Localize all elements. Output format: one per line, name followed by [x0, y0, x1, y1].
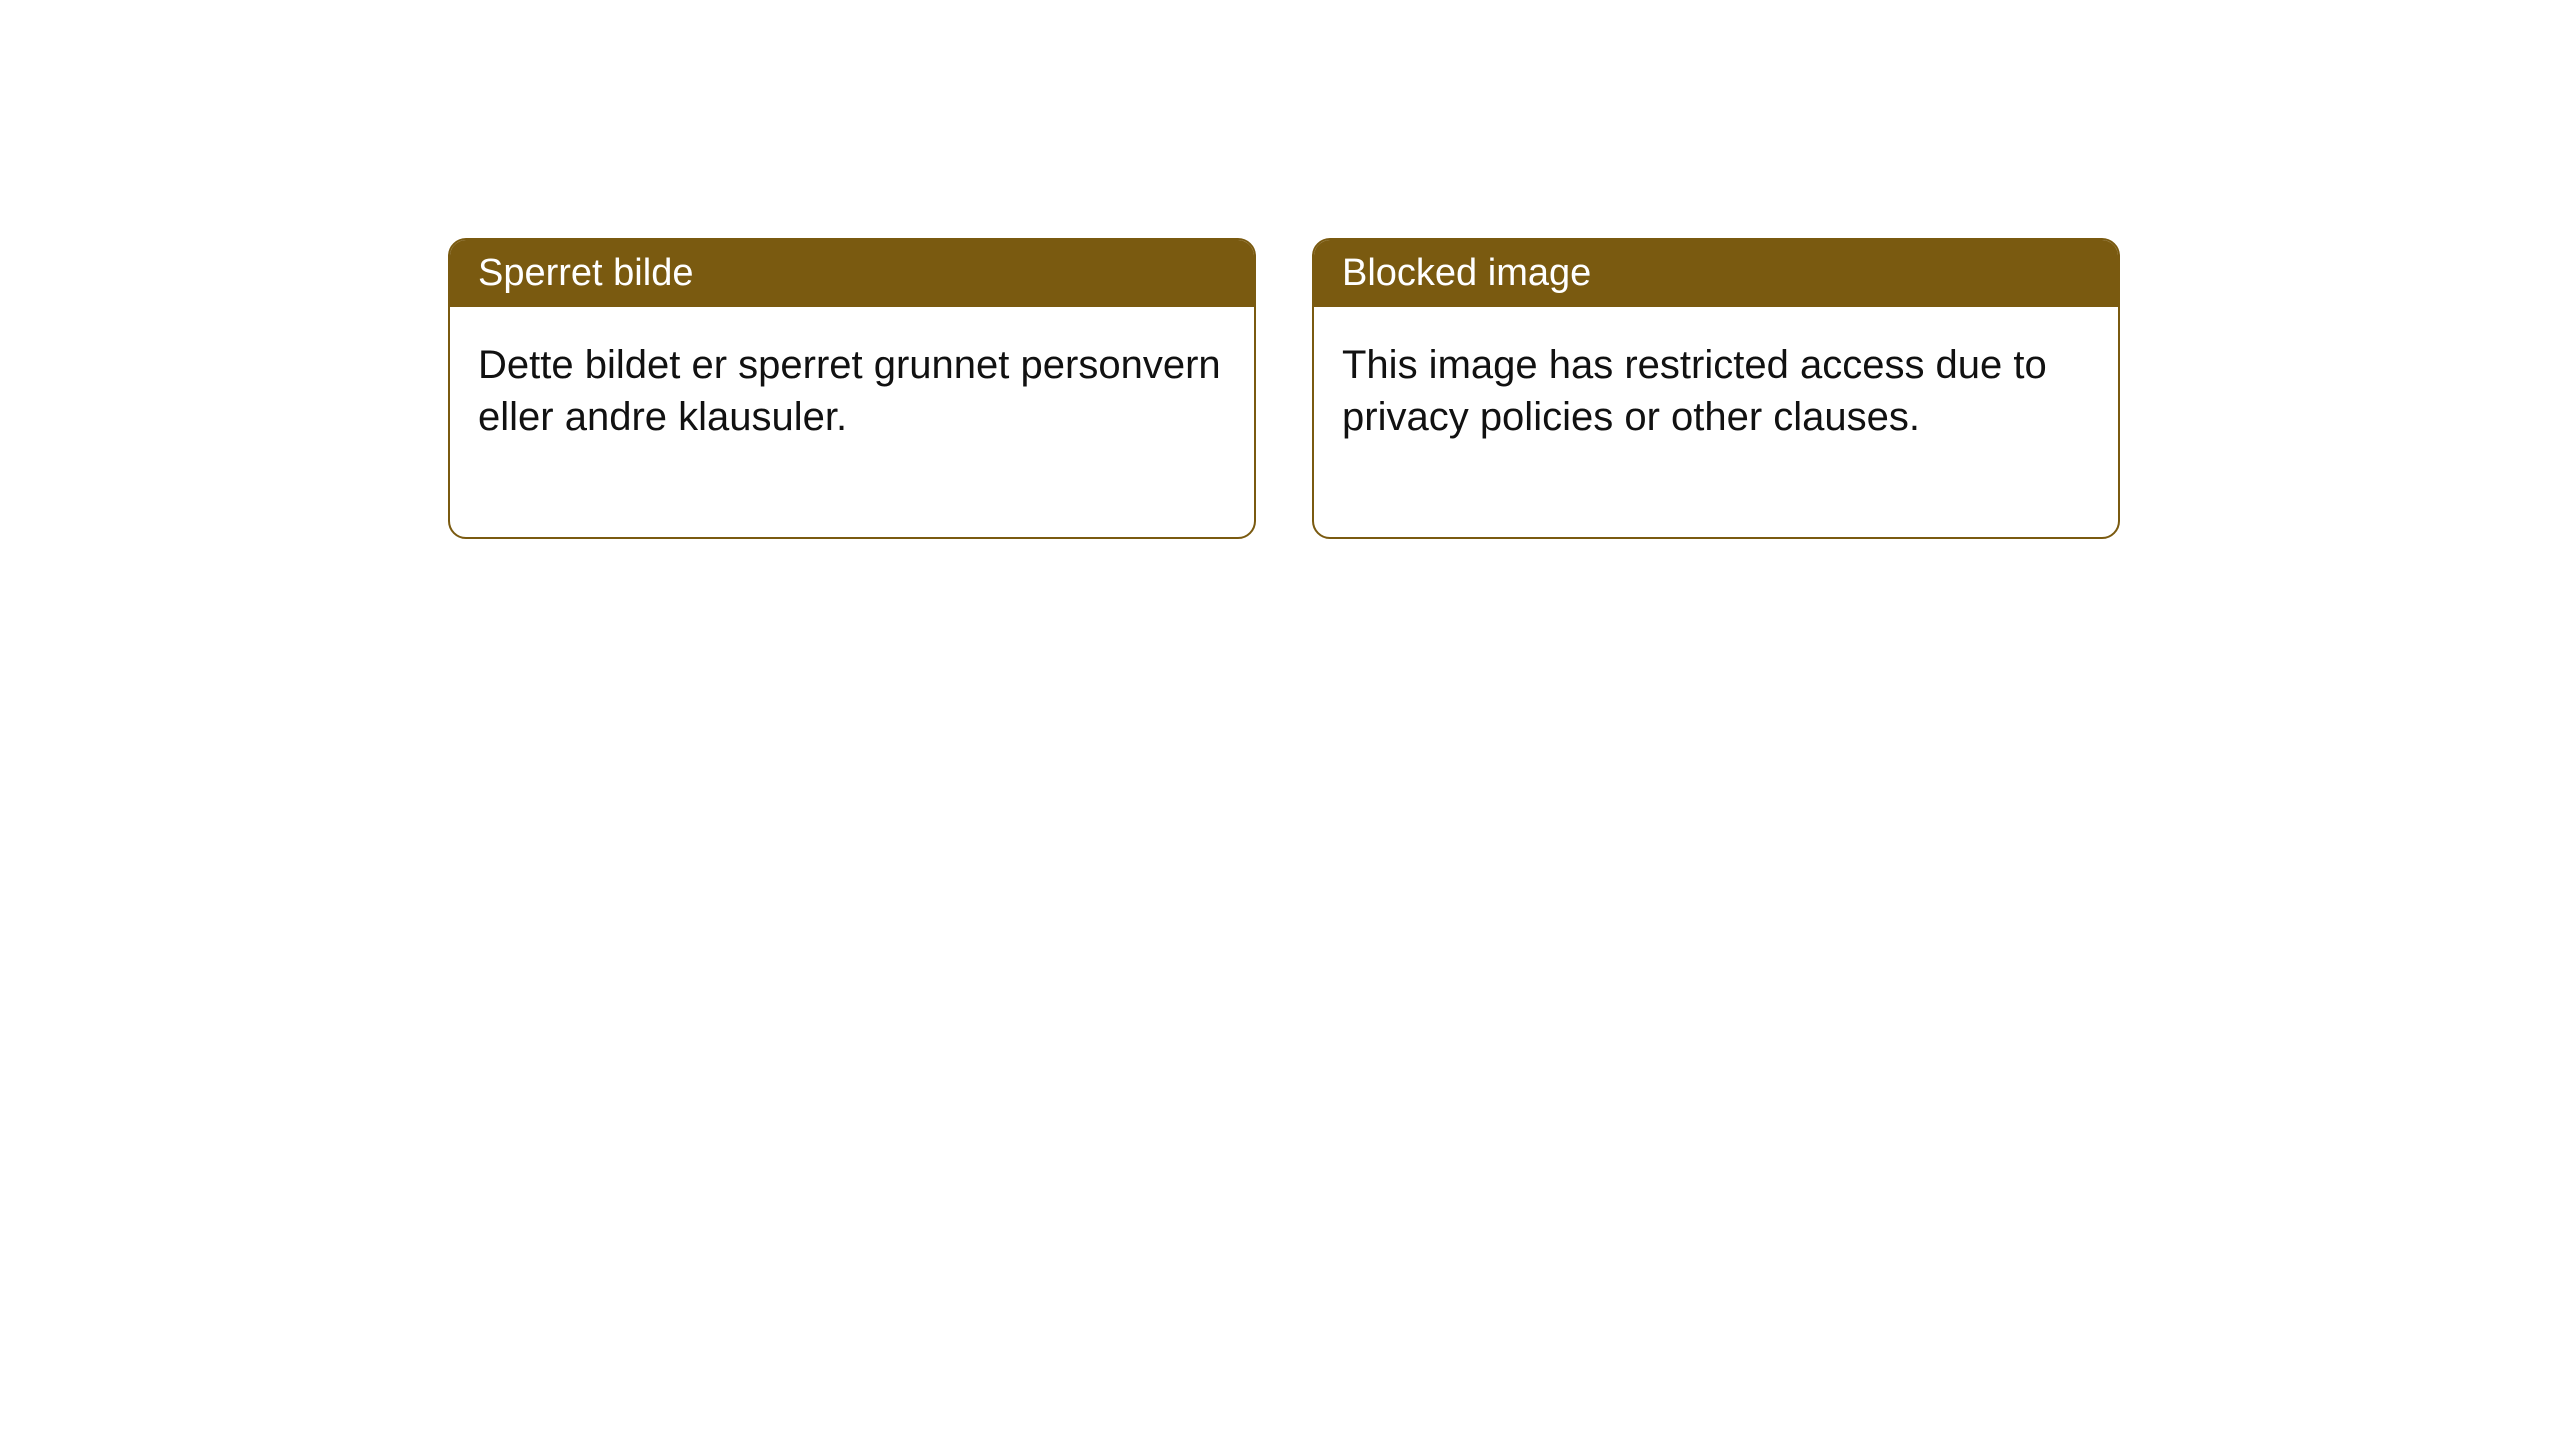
notice-body-nb: Dette bildet er sperret grunnet personve…: [450, 307, 1254, 537]
notice-title-en: Blocked image: [1342, 252, 1591, 294]
notice-cards-row: Sperret bilde Dette bildet er sperret gr…: [448, 238, 2120, 539]
notice-body-en: This image has restricted access due to …: [1314, 307, 2118, 537]
notice-header-nb: Sperret bilde: [450, 240, 1254, 307]
notice-header-en: Blocked image: [1314, 240, 2118, 307]
notice-text-nb: Dette bildet er sperret grunnet personve…: [478, 343, 1221, 439]
notice-text-en: This image has restricted access due to …: [1342, 343, 2047, 439]
notice-card-nb: Sperret bilde Dette bildet er sperret gr…: [448, 238, 1256, 539]
notice-title-nb: Sperret bilde: [478, 252, 693, 294]
notice-card-en: Blocked image This image has restricted …: [1312, 238, 2120, 539]
